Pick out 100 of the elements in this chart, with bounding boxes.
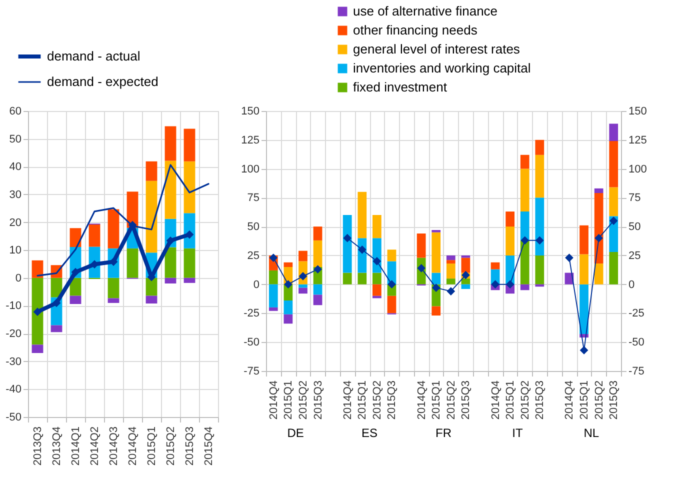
bar	[284, 262, 293, 267]
y-tick-label: 40	[9, 161, 22, 174]
point	[594, 234, 603, 242]
x-tick-label: 2015Q2	[445, 380, 458, 420]
y2-tick-label: -25	[628, 308, 644, 320]
x-tick-label: 2015Q2	[593, 380, 606, 420]
bar	[70, 296, 82, 304]
bar	[268, 307, 278, 311]
y-tick-label: 150	[241, 106, 260, 118]
point	[71, 268, 80, 276]
point	[446, 287, 456, 296]
bar	[358, 272, 367, 284]
bar	[446, 278, 456, 284]
y-tick-label: -25	[244, 308, 260, 320]
bar	[32, 260, 44, 278]
point	[372, 257, 382, 266]
bar	[609, 187, 618, 216]
point	[520, 236, 530, 245]
y-tick-label: 0	[253, 278, 260, 291]
bar	[342, 215, 352, 273]
bar	[342, 272, 352, 284]
x-tick-label: 2015Q2	[297, 380, 310, 420]
bar	[268, 284, 278, 308]
bar	[432, 232, 441, 273]
y-tick-label: 100	[241, 163, 260, 176]
bar	[108, 209, 120, 248]
bar	[146, 161, 158, 181]
bar	[108, 298, 120, 303]
point	[432, 284, 440, 292]
y-tick-label: -10	[6, 300, 22, 312]
bar	[372, 272, 382, 284]
bar	[461, 258, 470, 273]
x-tick-label: 2015Q4	[203, 426, 215, 466]
x-tick-label: 2013Q3	[32, 426, 44, 466]
bar	[108, 278, 120, 298]
y-tick-label: -20	[6, 328, 22, 340]
legend-label: use of alternative finance	[353, 4, 498, 18]
text: NL	[584, 426, 600, 440]
y-tick-label: 10	[9, 244, 22, 257]
x-tick-label: 2014Q4	[416, 380, 428, 420]
bar	[609, 141, 618, 188]
x-tick-label: 2014Q2	[89, 426, 101, 466]
y-tick-label: 60	[9, 106, 22, 118]
y-tick-label: 50	[9, 133, 22, 146]
bar	[88, 224, 100, 247]
y2-tick-label: -50	[628, 336, 644, 349]
x-tick-label: 2015Q1	[146, 426, 158, 466]
bar	[461, 278, 470, 284]
x-tick-label: 2015Q1	[504, 380, 517, 420]
y2-tick-label: 100	[628, 163, 647, 176]
bar	[609, 124, 618, 142]
bar	[184, 161, 196, 214]
x-tick-label: 2015Q2	[165, 426, 177, 466]
bar	[372, 215, 382, 238]
point	[166, 236, 175, 245]
x-tick-label: 2014Q4	[268, 380, 280, 420]
y2-tick-label: -75	[628, 366, 644, 378]
bar	[32, 278, 44, 345]
bar	[32, 344, 44, 354]
bar	[446, 264, 456, 279]
bar	[184, 278, 196, 283]
y2-tick-label: 75	[628, 192, 641, 204]
y-tick-label: 50	[247, 221, 260, 234]
bar	[387, 250, 396, 262]
bar	[535, 140, 544, 155]
bar	[146, 278, 158, 296]
legend-label: demand - expected	[47, 74, 158, 89]
bar	[146, 296, 158, 304]
point	[52, 298, 61, 308]
x-tick-label: 2015Q1	[430, 380, 443, 420]
bar	[520, 154, 530, 169]
point	[33, 308, 42, 316]
y-tick-label: 25	[247, 250, 260, 262]
y-tick-label: 75	[247, 192, 260, 204]
bar	[184, 128, 196, 162]
y-tick-label: -50	[244, 336, 260, 349]
text: IT	[512, 426, 524, 440]
point	[535, 236, 544, 245]
x-tick-label: 2015Q3	[184, 426, 196, 466]
bar	[535, 198, 544, 256]
bar	[164, 126, 176, 161]
bar	[284, 314, 293, 324]
bar	[372, 284, 382, 296]
bar	[164, 278, 176, 284]
bar	[461, 255, 470, 258]
y-tick-label: 20	[9, 216, 22, 229]
bar	[594, 193, 604, 264]
x-tick-label: 2013Q4	[51, 426, 63, 466]
y2-tick-label: 50	[628, 221, 641, 234]
x-tick-label: 2014Q4	[564, 380, 576, 420]
bar	[506, 226, 514, 256]
bar	[298, 250, 308, 262]
bar	[50, 325, 62, 332]
point	[284, 280, 292, 289]
point	[506, 280, 514, 289]
y2-tick-label: 0	[628, 278, 635, 291]
x-tick-label: 2014Q4	[490, 380, 502, 420]
y-tick-label: -40	[6, 384, 22, 396]
bar	[520, 284, 530, 290]
bar	[284, 300, 293, 314]
